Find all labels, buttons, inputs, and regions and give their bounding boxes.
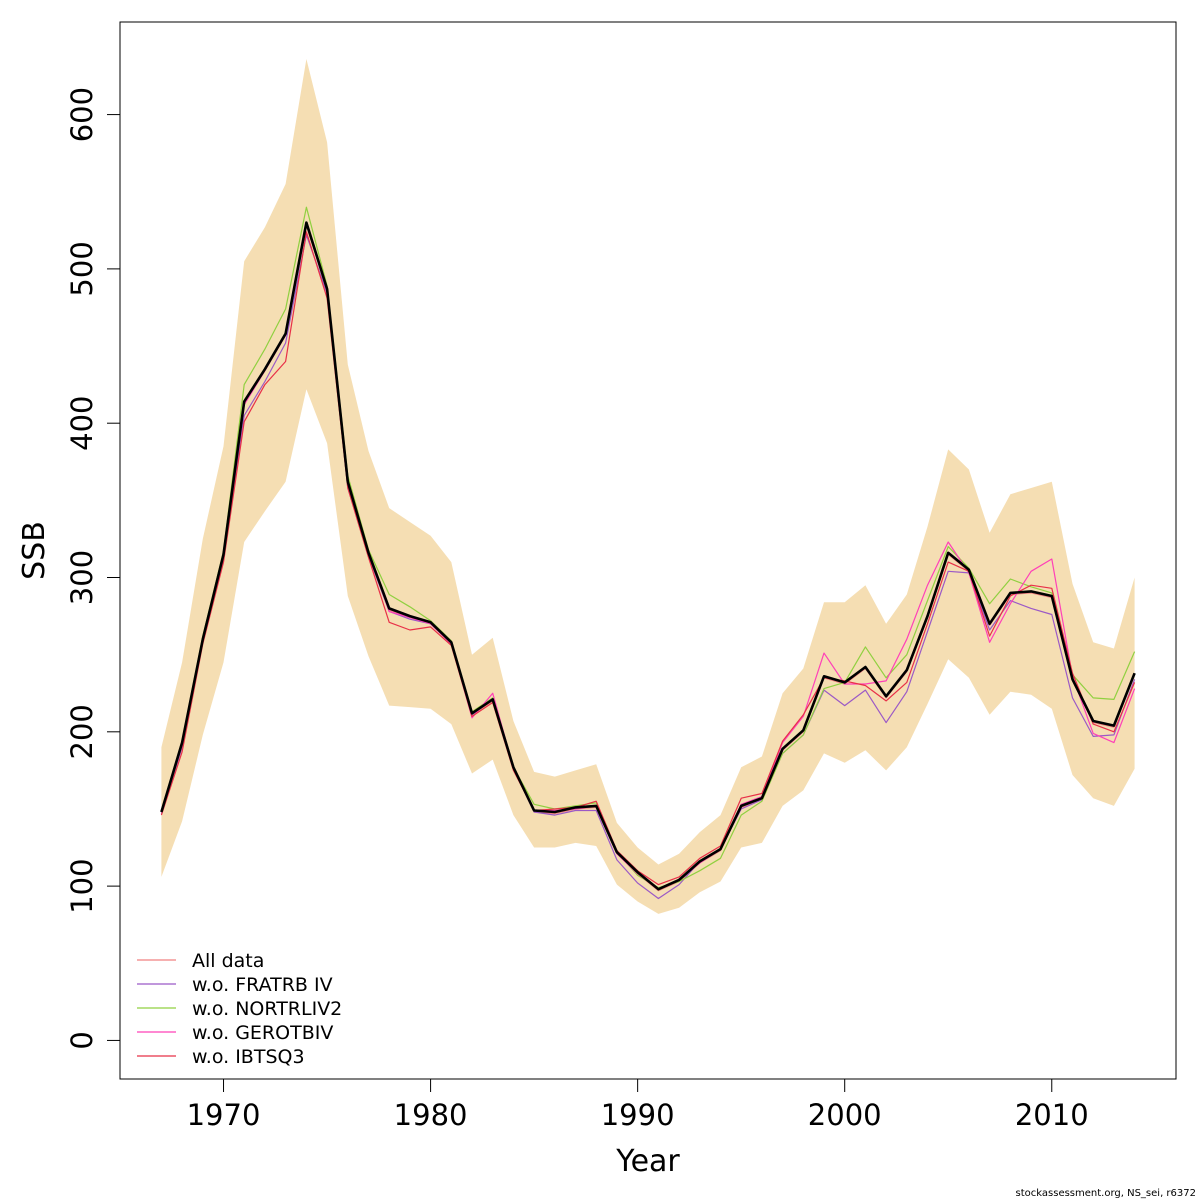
y-tick-label: 100 <box>65 858 99 913</box>
y-tick-label: 300 <box>65 550 99 605</box>
x-tick-label: 1990 <box>601 1098 675 1132</box>
y-tick-label: 600 <box>65 87 99 142</box>
y-axis-title: SSB <box>17 521 52 580</box>
x-tick-label: 2000 <box>808 1098 882 1132</box>
legend-label: w.o. NORTRLIV2 <box>192 998 342 1020</box>
legend-label: w.o. IBTSQ3 <box>192 1046 305 1068</box>
y-tick-label: 500 <box>65 241 99 296</box>
y-tick-label: 400 <box>65 396 99 451</box>
x-tick-label: 1970 <box>187 1098 261 1132</box>
footnote: stockassessment.org, NS_sei, r6372 <box>1016 1188 1196 1199</box>
legend-label: w.o. GEROTBIV <box>192 1022 333 1044</box>
legend-label: All data <box>192 950 264 972</box>
x-tick-label: 1980 <box>394 1098 468 1132</box>
x-axis-title: Year <box>615 1144 680 1179</box>
y-tick-label: 0 <box>65 1031 99 1049</box>
main-estimate-line <box>160 221 1136 891</box>
x-axis: 1970 1980 1990 2000 2010 <box>187 1078 1089 1132</box>
x-tick-label: 2010 <box>1015 1098 1089 1132</box>
confidence-band-layer <box>161 59 1135 914</box>
legend-label: w.o. FRATRB IV <box>192 974 333 996</box>
y-tick-label: 200 <box>65 704 99 759</box>
confidence-band <box>161 59 1135 914</box>
y-axis: 0 100 200 300 400 500 600 <box>65 87 121 1050</box>
main-estimate-layer <box>160 221 1136 891</box>
